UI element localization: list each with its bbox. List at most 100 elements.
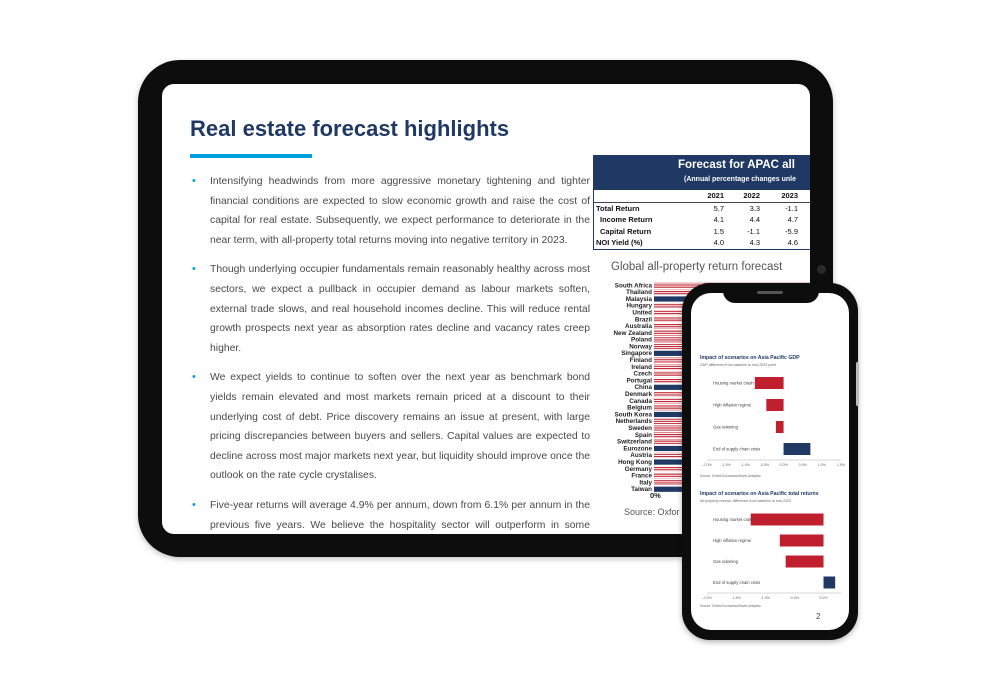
- row-label: Total Return: [596, 203, 640, 213]
- column-header: 2022: [743, 191, 760, 200]
- forecast-table-column-headers: 2021 2022 2023: [594, 190, 810, 203]
- country-label: France: [631, 473, 652, 480]
- country-label: Italy: [639, 479, 652, 486]
- scenario-label: High inflation regime: [713, 538, 752, 543]
- gdp-chart-title: Impact of scenarios on Asia Pacific GDP: [700, 355, 800, 361]
- row-label: Income Return: [600, 215, 653, 224]
- forecast-table-subtitle: (Annual percentage changes unle: [684, 176, 797, 183]
- bullet-item: • Though underlying occupier fundamentals…: [190, 260, 590, 358]
- bullet-text: Intensifying headwinds from more aggress…: [210, 176, 590, 246]
- bullet-text: We expect yields to continue to soften o…: [210, 372, 590, 482]
- country-label: Brazil: [635, 316, 652, 323]
- country-label: Czech: [633, 371, 652, 378]
- table-cell: 4.0: [713, 238, 724, 247]
- gdp-scenario-chart: Housing market crash High inflation regim…: [702, 377, 846, 467]
- country-label: Netherlands: [616, 418, 653, 425]
- table-cell: 4.3: [749, 238, 760, 247]
- country-label: Eurozone: [623, 445, 652, 452]
- axis-tick-label: 0%: [650, 491, 661, 500]
- country-label: Taiwan: [631, 486, 652, 492]
- country-label: Ireland: [631, 364, 652, 371]
- country-label: South Korea: [615, 411, 653, 418]
- country-label: Sweden: [628, 425, 652, 432]
- scenario-label: Gas rationing: [713, 559, 739, 564]
- forecast-table: Forecast for APAC all (Annual percentage…: [593, 155, 810, 250]
- axis-tick-label: 0.0%: [779, 463, 788, 467]
- country-label: Belgium: [627, 405, 652, 412]
- global-chart-title: Global all-property return forecast: [611, 261, 783, 273]
- bullet-item: • Intensifying headwinds from more aggres…: [190, 172, 590, 250]
- table-cell: 4.1: [713, 215, 724, 224]
- axis-tick-label: -0.5%: [790, 596, 800, 600]
- scenario-bar: [783, 443, 811, 455]
- returns-chart-subtitle: All-property returns, difference from ba…: [700, 499, 792, 503]
- bullet-item: • Five-year returns will average 4.9% per…: [190, 496, 590, 534]
- axis-tick-label: 1.5%: [837, 463, 846, 467]
- axis-tick-label: -2.0%: [702, 463, 712, 467]
- scenario-bar: [779, 534, 824, 547]
- bullet-text: Five-year returns will average 4.9% per …: [210, 499, 590, 531]
- gdp-chart-subtitle: GDP difference from baseline to end-2023…: [700, 363, 776, 367]
- returns-chart-title: Impact of scenarios on Asia Pacific tota…: [700, 491, 819, 497]
- phone-side-button: [856, 362, 859, 406]
- row-label: Capital Return: [600, 226, 652, 236]
- row-label: NOI Yield (%): [596, 238, 643, 247]
- table-row: Total Return 5.7 3.3 -1.1: [594, 203, 810, 215]
- axis-tick-label: -1.0%: [741, 463, 751, 467]
- phone-screen: [691, 293, 849, 630]
- table-cell: -1.1: [747, 226, 760, 236]
- table-row: Capital Return 1.5 -1.1 -5.9: [594, 226, 810, 238]
- country-label: Austria: [630, 452, 652, 459]
- axis-tick-label: -1.5%: [721, 463, 731, 467]
- returns-scenario-chart: Housing market crash High inflation regim…: [702, 513, 841, 600]
- axis-tick-label: -1.0%: [761, 596, 771, 600]
- table-cell: -5.9: [785, 226, 798, 236]
- document-title: Real estate forecast highlights: [190, 116, 510, 141]
- country-label: South Africa: [615, 282, 653, 289]
- column-header: 2023: [781, 191, 798, 200]
- phone-speaker: [757, 291, 783, 294]
- axis-tick-label: 0.0%: [819, 596, 828, 600]
- chart-source: Source: Oxfor: [624, 507, 680, 517]
- axis-tick-label: -1.5%: [731, 596, 741, 600]
- country-label: United: [632, 309, 652, 316]
- page-number: 2: [816, 612, 821, 621]
- bullet-item: • We expect yields to continue to soften …: [190, 368, 590, 486]
- tablet-camera: [817, 265, 826, 274]
- scenario-label: Housing market crash: [713, 381, 754, 386]
- scenario-bar: [775, 421, 784, 433]
- country-label: Denmark: [625, 391, 652, 398]
- scenario-bar: [823, 576, 836, 589]
- title-underline: [190, 154, 312, 158]
- scenario-bar: [766, 399, 784, 411]
- table-row: NOI Yield (%) 4.0 4.3 4.6: [594, 237, 810, 249]
- country-label: Finland: [630, 357, 653, 364]
- table-cell: 4.4: [749, 215, 760, 224]
- country-label: Australia: [625, 323, 652, 330]
- bullet-list: • Intensifying headwinds from more aggres…: [190, 172, 590, 534]
- scenario-bar: [785, 555, 824, 568]
- gdp-chart-source: Source: Oxford Economics/Haver Analytics: [700, 474, 761, 478]
- bullet-icon: •: [192, 263, 196, 276]
- table-cell: 4.7: [787, 215, 798, 224]
- axis-tick-label: 0.5%: [799, 463, 808, 467]
- table-cell: -1.1: [785, 203, 798, 213]
- bullet-icon: •: [192, 175, 196, 187]
- country-label: Spain: [635, 432, 652, 439]
- forecast-table-title: Forecast for APAC all: [678, 159, 795, 171]
- scenario-label: Housing market crash: [713, 517, 754, 522]
- scenario-bar: [750, 513, 824, 526]
- country-label: Poland: [631, 337, 652, 344]
- country-label: Malaysia: [626, 296, 653, 303]
- axis-tick-label: 1.0%: [818, 463, 827, 467]
- scenario-label: End of supply chain crisis: [713, 447, 760, 452]
- country-label: Switzerland: [617, 439, 652, 446]
- returns-chart-source: Source: Oxford Economics/Haver Analytics: [700, 604, 761, 608]
- scenario-bar: [754, 377, 784, 389]
- scenario-label: Gas rationing: [713, 425, 739, 430]
- country-label: Portugal: [626, 377, 652, 384]
- table-cell: 1.5: [713, 226, 724, 236]
- country-label: Norway: [629, 343, 652, 350]
- country-label: Hong Kong: [618, 459, 652, 466]
- country-label: Canada: [629, 398, 652, 405]
